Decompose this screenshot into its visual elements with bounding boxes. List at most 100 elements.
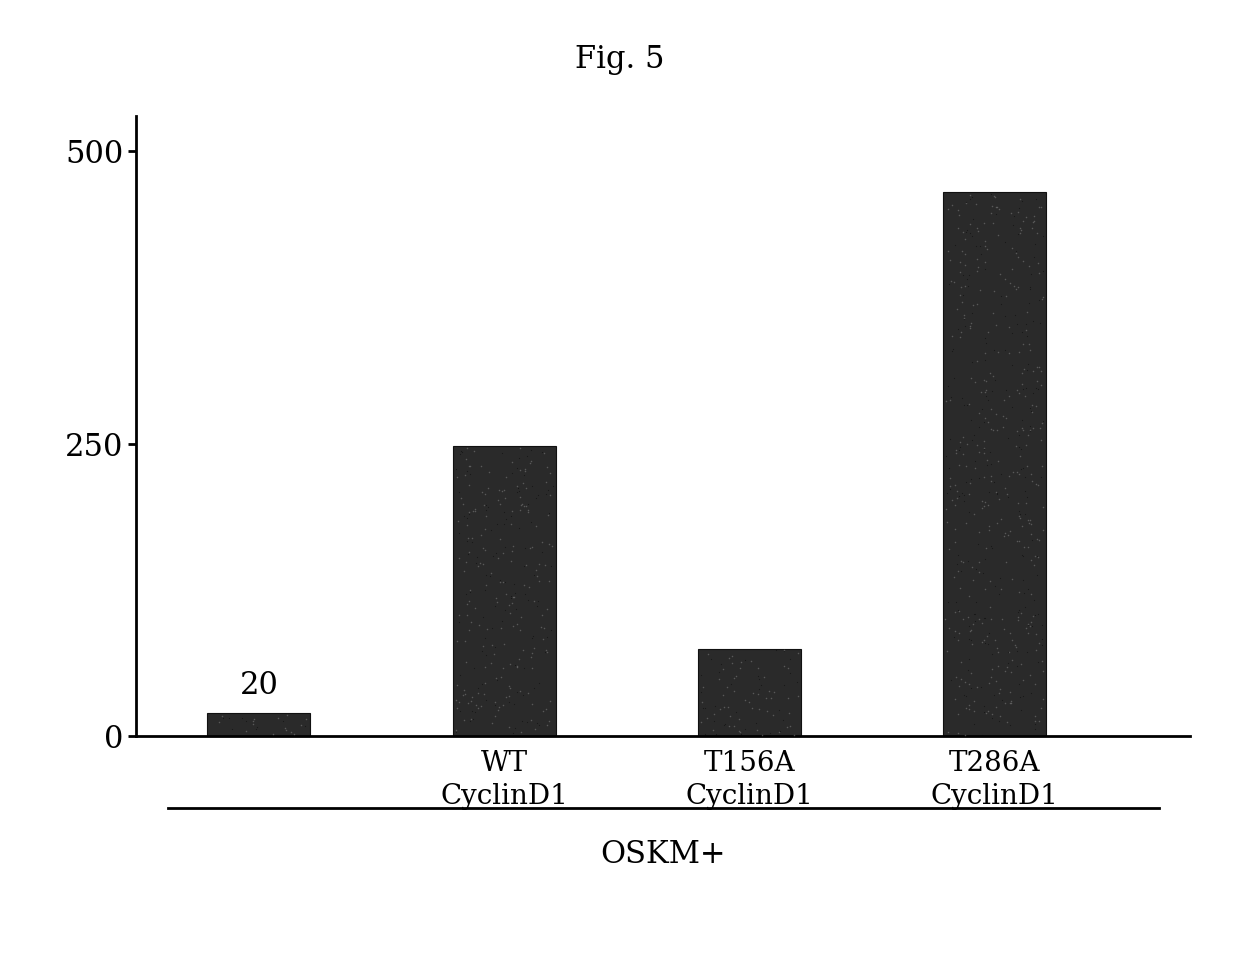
Point bbox=[495, 575, 515, 590]
Point bbox=[973, 414, 993, 429]
Point bbox=[950, 254, 970, 269]
Point bbox=[295, 718, 315, 734]
Point bbox=[760, 725, 780, 740]
Point bbox=[495, 516, 515, 532]
Point bbox=[471, 699, 491, 714]
Point bbox=[991, 296, 1011, 311]
Point bbox=[986, 699, 1006, 714]
Point bbox=[525, 722, 544, 737]
Point bbox=[454, 496, 474, 512]
Point bbox=[476, 521, 496, 537]
Point bbox=[1002, 571, 1022, 586]
Point bbox=[985, 578, 1004, 594]
Point bbox=[990, 491, 1009, 507]
Point bbox=[472, 484, 492, 500]
Point bbox=[456, 452, 476, 467]
Point bbox=[539, 574, 559, 589]
Point bbox=[1016, 620, 1035, 636]
Point bbox=[541, 487, 560, 503]
Point bbox=[454, 508, 474, 523]
Point bbox=[467, 558, 487, 574]
Point bbox=[516, 481, 536, 496]
Point bbox=[529, 574, 549, 589]
Point bbox=[949, 203, 968, 218]
Point bbox=[951, 563, 971, 578]
Point bbox=[990, 202, 1009, 217]
Point bbox=[693, 679, 713, 695]
Point bbox=[1002, 652, 1022, 668]
Point bbox=[1025, 642, 1045, 658]
Point bbox=[466, 555, 486, 571]
Point bbox=[937, 201, 957, 216]
Point bbox=[749, 671, 769, 686]
Point bbox=[714, 717, 734, 733]
Point bbox=[977, 629, 997, 644]
Point bbox=[990, 681, 1009, 697]
Point bbox=[1019, 618, 1039, 634]
Point bbox=[691, 667, 711, 682]
Point bbox=[454, 563, 474, 578]
Point bbox=[789, 689, 808, 704]
Point bbox=[729, 660, 749, 675]
Point bbox=[521, 443, 541, 458]
Point bbox=[950, 329, 970, 345]
Point bbox=[970, 420, 990, 435]
Point bbox=[978, 518, 998, 534]
Point bbox=[490, 532, 510, 547]
Point bbox=[981, 401, 1001, 417]
Point bbox=[949, 725, 968, 740]
Point bbox=[491, 670, 511, 685]
Point bbox=[963, 211, 983, 227]
Point bbox=[501, 553, 521, 569]
Point bbox=[1011, 689, 1030, 704]
Text: Fig. 5: Fig. 5 bbox=[575, 44, 665, 75]
Point bbox=[1013, 460, 1033, 476]
Point bbox=[237, 724, 257, 739]
Point bbox=[529, 717, 549, 733]
Point bbox=[976, 238, 996, 254]
Point bbox=[985, 372, 1004, 388]
Point bbox=[512, 713, 532, 729]
Point bbox=[976, 705, 996, 721]
Point bbox=[1007, 282, 1027, 297]
Point bbox=[955, 246, 975, 262]
Point bbox=[500, 680, 520, 696]
Point bbox=[508, 651, 528, 667]
Point bbox=[467, 701, 487, 716]
Point bbox=[952, 429, 972, 445]
Point bbox=[994, 342, 1014, 358]
Point bbox=[1013, 413, 1033, 428]
Point bbox=[950, 207, 970, 223]
Point bbox=[988, 658, 1008, 673]
Point bbox=[968, 611, 988, 627]
Point bbox=[774, 642, 794, 658]
Point bbox=[463, 535, 482, 550]
Point bbox=[1016, 470, 1035, 485]
Point bbox=[996, 553, 1016, 569]
Point bbox=[507, 616, 527, 632]
Point bbox=[459, 593, 479, 609]
Point bbox=[940, 470, 960, 485]
Point bbox=[508, 483, 528, 498]
Point bbox=[978, 625, 998, 641]
Point bbox=[503, 589, 523, 605]
Point bbox=[527, 716, 547, 732]
Point bbox=[506, 657, 526, 672]
Point bbox=[1001, 626, 1021, 641]
Point bbox=[993, 528, 1013, 544]
Point bbox=[940, 541, 960, 556]
Point bbox=[536, 486, 556, 502]
Point bbox=[247, 719, 267, 735]
Point bbox=[1006, 243, 1025, 259]
Point bbox=[1009, 503, 1029, 518]
Point bbox=[966, 561, 986, 577]
Point bbox=[470, 555, 490, 571]
Point bbox=[528, 594, 548, 610]
Point bbox=[495, 483, 515, 498]
Point bbox=[997, 288, 1017, 303]
Point bbox=[960, 321, 980, 336]
Point bbox=[453, 444, 472, 459]
Point bbox=[496, 539, 516, 554]
Point bbox=[730, 724, 750, 739]
Point bbox=[967, 679, 987, 695]
